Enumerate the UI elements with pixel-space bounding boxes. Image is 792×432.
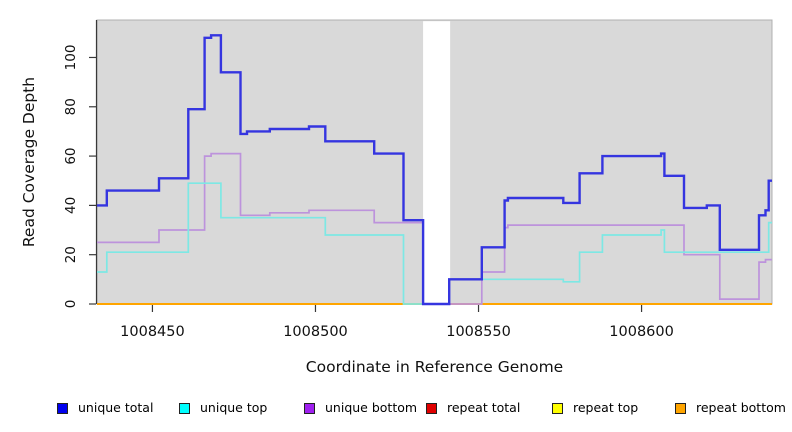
legend-label-repeat-top: repeat top	[573, 400, 639, 415]
x-tick-label: 1008450	[120, 324, 185, 340]
legend-swatch-repeat-bottom	[675, 402, 686, 414]
legend-label-unique-bottom: unique bottom	[325, 400, 418, 415]
series-line-unique-total	[97, 34, 772, 306]
plot-legend: unique total unique top unique bottom repea…	[0, 399, 792, 421]
y-tick-label: 20	[63, 246, 79, 263]
masked-region	[423, 21, 451, 304]
y-tick-label: 40	[63, 197, 79, 214]
legend-item-repeat-total: repeat total	[426, 399, 520, 417]
legend-swatch-repeat-total	[426, 402, 437, 414]
series-line-unique-top	[97, 182, 772, 305]
legend-item-unique-top: unique top	[179, 399, 267, 417]
y-tick-label: 0	[63, 300, 79, 309]
y-tick-label: 100	[63, 45, 79, 71]
x-tick-label: 1008600	[609, 324, 674, 340]
legend-item-unique-total: unique total	[57, 399, 153, 417]
legend-item-repeat-top: repeat top	[552, 399, 638, 417]
legend-item-repeat-bottom: repeat bottom	[675, 399, 786, 417]
legend-label-repeat-bottom: repeat bottom	[696, 400, 786, 415]
x-tick-label: 1008550	[446, 324, 511, 340]
y-axis-title: Read Coverage Depth	[20, 77, 38, 247]
x-tick-label: 1008500	[283, 324, 348, 340]
legend-swatch-unique-total	[57, 402, 68, 414]
legend-label-unique-top: unique top	[200, 400, 268, 415]
legend-label-unique-total: unique total	[78, 400, 154, 415]
legend-swatch-unique-top	[179, 402, 190, 414]
x-axis-title: Coordinate in Reference Genome	[306, 358, 563, 376]
y-tick-label: 60	[63, 147, 79, 164]
legend-swatch-unique-bottom	[304, 402, 315, 414]
y-tick-label: 80	[63, 98, 79, 115]
legend-swatch-repeat-top	[552, 402, 563, 414]
legend-label-repeat-total: repeat total	[447, 400, 521, 415]
legend-item-unique-bottom: unique bottom	[304, 399, 417, 417]
